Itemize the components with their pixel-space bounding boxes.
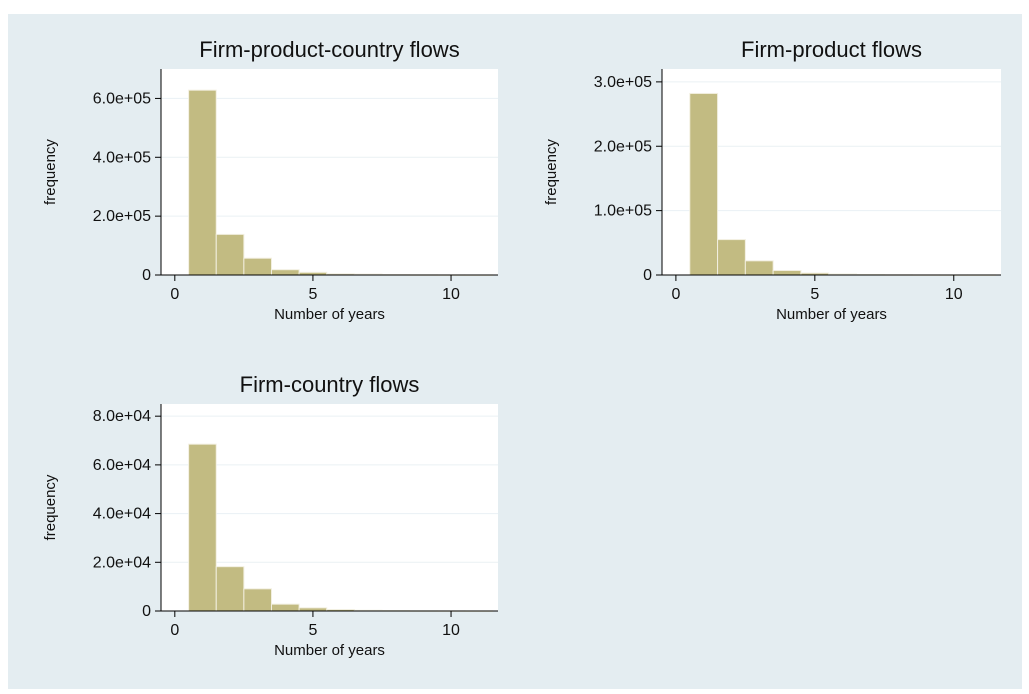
chart-title: Firm-product flows (741, 37, 922, 62)
x-tick-label: 5 (308, 622, 317, 639)
y-tick-label: 3.0e+05 (594, 74, 652, 91)
x-tick-label: 10 (442, 286, 460, 303)
histogram-bar (188, 443, 217, 612)
histogram-bar (270, 269, 300, 276)
x-tick-label: 10 (442, 622, 460, 639)
y-tick-label: 2.0e+05 (594, 138, 652, 155)
histogram-bar (243, 588, 272, 612)
y-tick-label: 0 (643, 267, 652, 284)
chart-canvas: 0 2.0e+05 4.0e+05 6.0e+05 0 5 10 Firm-product-c… (42, 37, 1001, 659)
y-axis-label: frequency (42, 474, 59, 540)
histogram-bar (188, 89, 217, 276)
y-axis-label: frequency (543, 139, 560, 205)
x-tick-label: 0 (170, 286, 179, 303)
y-tick-label: 1.0e+05 (594, 203, 652, 220)
y-tick-label: 4.0e+05 (93, 149, 151, 166)
histogram-bar (689, 92, 719, 276)
y-tick-label: 6.0e+05 (93, 90, 151, 107)
histogram-bar (243, 257, 272, 276)
histogram-bar (744, 260, 774, 276)
histogram-bar (215, 233, 245, 276)
histogram-bar (772, 269, 802, 276)
histogram-bar (215, 566, 245, 612)
x-tick-label: 5 (308, 286, 317, 303)
x-tick-label: 0 (170, 622, 179, 639)
y-tick-label: 8.0e+04 (93, 408, 151, 425)
x-tick-label: 5 (810, 286, 819, 303)
histogram-bar (270, 603, 300, 612)
histogram-panel-1: 0 2.0e+05 4.0e+05 6.0e+05 0 5 10 Firm-product-c… (42, 37, 498, 323)
x-axis-label: Number of years (274, 642, 385, 659)
chart-title: Firm-country flows (240, 372, 420, 397)
x-tick-label: 0 (671, 286, 680, 303)
y-tick-label: 6.0e+04 (93, 457, 151, 474)
histogram-panel-3: 0 2.0e+04 4.0e+04 6.0e+04 8.0e+04 0 5 10 Firm-co… (42, 372, 498, 659)
figure-panel: 0 2.0e+05 4.0e+05 6.0e+05 0 5 10 Firm-product-c… (8, 14, 1022, 689)
histogram-bar (717, 239, 746, 276)
y-tick-label: 4.0e+04 (93, 506, 151, 523)
y-tick-label: 2.0e+04 (93, 554, 151, 571)
histogram-panel-2: 0 1.0e+05 2.0e+05 3.0e+05 0 5 10 Firm-product f… (543, 37, 1001, 323)
x-axis-label: Number of years (776, 306, 887, 323)
chart-title: Firm-product-country flows (199, 37, 459, 62)
y-axis-label: frequency (42, 139, 59, 205)
x-tick-label: 10 (945, 286, 963, 303)
y-tick-label: 2.0e+05 (93, 208, 151, 225)
y-tick-label: 0 (142, 267, 151, 284)
x-axis-label: Number of years (274, 306, 385, 323)
y-tick-label: 0 (142, 603, 151, 620)
